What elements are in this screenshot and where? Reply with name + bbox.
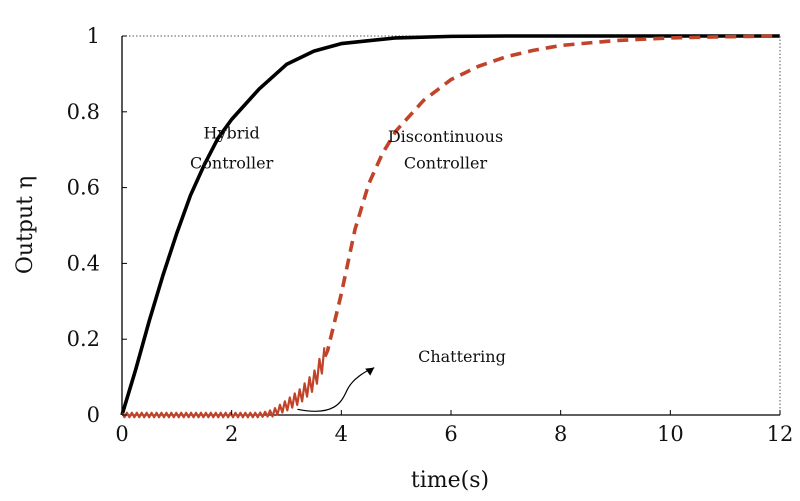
- y-tick-label: 1: [87, 24, 100, 48]
- x-tick-label: 4: [335, 422, 348, 446]
- x-axis-label: time(s): [411, 468, 489, 493]
- y-axis-label: Output η: [13, 176, 38, 274]
- series-discontinuous-controller-line: [323, 34, 781, 358]
- chattering-arrow-head: [365, 367, 375, 376]
- annotation-label: Chattering: [418, 347, 506, 366]
- x-tick-label: 6: [444, 422, 457, 446]
- x-tick-label: 12: [767, 422, 794, 446]
- tick-layer: 0 2 4 6 8 10 12 0 0.2 0.4 0.6 0.8 1: [67, 24, 794, 446]
- series-hybrid-controller-line: [120, 34, 780, 416]
- y-tick-label: 0.8: [67, 100, 100, 124]
- series-discontinuous-chattering: [121, 347, 326, 419]
- x-tick-label: 10: [657, 422, 684, 446]
- y-tick-label: 0.6: [67, 176, 100, 200]
- y-tick-label: 0: [87, 403, 100, 427]
- series-layer: [120, 34, 781, 419]
- annotation-label: Hybrid: [204, 123, 260, 142]
- y-tick-label: 0.2: [67, 327, 100, 351]
- x-tick-label: 0: [115, 422, 128, 446]
- chattering-arrow: [297, 367, 375, 412]
- y-tick-label: 0.4: [67, 251, 100, 275]
- x-tick-label: 2: [225, 422, 238, 446]
- annotation-label: Controller: [404, 154, 488, 173]
- x-tick-label: 8: [554, 422, 567, 446]
- annotation-label: Controller: [190, 154, 274, 173]
- annotation-label: Discontinuous: [388, 127, 503, 146]
- annotation-layer: Hybrid Controller Discontinuous Controller C…: [190, 123, 506, 412]
